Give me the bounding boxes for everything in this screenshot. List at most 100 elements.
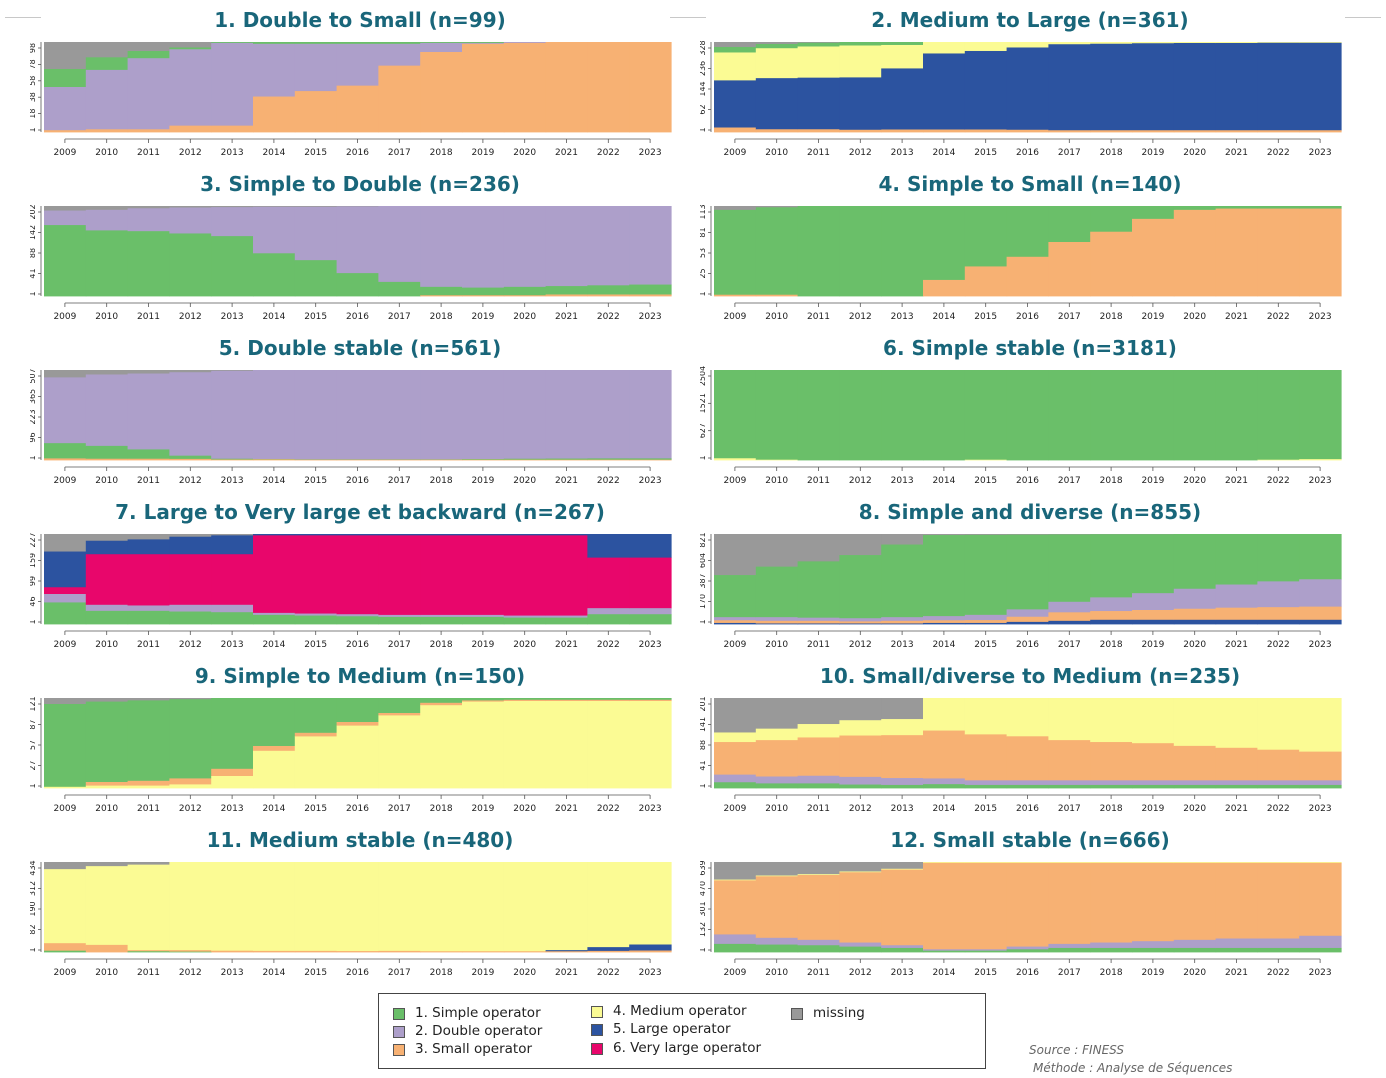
segment-small-2015 bbox=[294, 732, 338, 737]
segment-simple-2020 bbox=[503, 698, 547, 701]
x-tick-label: 2014 bbox=[262, 804, 285, 814]
chart-panel-simple-and-diverse: 8. Simple and diverse (n=855) 2009 2010 201… bbox=[700, 500, 1360, 660]
segment-missing-2009 bbox=[714, 534, 757, 576]
x-tick-label: 2017 bbox=[388, 804, 411, 814]
y-tick-label: 312 bbox=[30, 881, 37, 896]
segment-small-2018 bbox=[1090, 611, 1133, 621]
segment-small-2016 bbox=[1006, 256, 1049, 297]
segment-double-2019 bbox=[1132, 941, 1175, 949]
segment-double-2015 bbox=[964, 614, 1008, 621]
segment-simple-2016 bbox=[1006, 949, 1049, 953]
x-tick-label: 2010 bbox=[95, 804, 118, 814]
segment-small-2020 bbox=[1173, 862, 1217, 941]
x-tick-label: 2009 bbox=[723, 968, 746, 978]
chart-title: 1. Double to Small (n=99) bbox=[214, 8, 506, 32]
y-tick-label: 202 bbox=[30, 204, 37, 219]
segment-double-2011 bbox=[127, 373, 170, 450]
segment-small-2018 bbox=[420, 951, 463, 953]
sequence-plot: 2009 2010 2011 2012 2013 2014 2015 2016 2017 2018… bbox=[700, 40, 1342, 158]
x-tick-label: 2020 bbox=[513, 804, 536, 814]
segment-simple-2023 bbox=[1299, 206, 1342, 209]
segment-missing-2010 bbox=[85, 206, 129, 211]
x-tick-label: 2015 bbox=[974, 640, 997, 650]
segment-simple-2009 bbox=[714, 370, 757, 459]
segment-missing-2010 bbox=[755, 698, 799, 730]
x-tick-label: 2011 bbox=[137, 968, 160, 978]
segment-medium-2016 bbox=[336, 725, 379, 789]
segment-simple-2014 bbox=[923, 950, 966, 953]
segment-small-2009 bbox=[714, 742, 757, 775]
segment-medium-2018 bbox=[1090, 862, 1133, 864]
segment-simple-2015 bbox=[964, 370, 1008, 461]
x-tick-label: 2014 bbox=[932, 804, 955, 814]
segment-medium-2013 bbox=[211, 776, 254, 789]
segment-large-2023 bbox=[629, 944, 672, 951]
x-tick-label: 2010 bbox=[765, 476, 788, 486]
segment-simple-2017 bbox=[378, 698, 421, 714]
segment-very_large-2010 bbox=[85, 554, 129, 606]
segment-very_large-2022 bbox=[587, 557, 630, 609]
segment-medium-2016 bbox=[1006, 42, 1049, 48]
segment-double-2016 bbox=[1006, 780, 1049, 786]
x-tick-label: 2015 bbox=[304, 804, 327, 814]
x-tick-label: 2009 bbox=[53, 804, 76, 814]
x-tick-label: 2022 bbox=[1267, 476, 1290, 486]
segment-medium-2013 bbox=[881, 719, 924, 736]
legend-label: 4. Medium operator bbox=[613, 1003, 747, 1019]
segment-large-2018 bbox=[1090, 619, 1133, 625]
x-tick-label: 2014 bbox=[262, 476, 285, 486]
x-tick-label: 2019 bbox=[1141, 968, 1164, 978]
segment-missing-2014 bbox=[253, 206, 296, 208]
segment-double-2015 bbox=[964, 949, 1008, 952]
x-tick-label: 2016 bbox=[1016, 640, 1039, 650]
segment-simple-2018 bbox=[1090, 206, 1133, 233]
segment-medium-2011 bbox=[127, 785, 170, 789]
segment-simple-2017 bbox=[1048, 784, 1091, 789]
segment-small-2020 bbox=[503, 699, 547, 702]
segment-simple-2021 bbox=[1215, 947, 1258, 953]
legend-label: 6. Very large operator bbox=[613, 1040, 762, 1056]
segment-missing-2012 bbox=[169, 42, 212, 48]
segment-double-2010 bbox=[85, 209, 129, 231]
segment-simple-2023 bbox=[1299, 534, 1342, 580]
segment-simple-2011 bbox=[797, 370, 840, 461]
x-tick-label: 2014 bbox=[932, 312, 955, 322]
y-tick-label: 387 bbox=[700, 573, 707, 588]
x-tick-label: 2021 bbox=[555, 312, 578, 322]
segment-simple-2012 bbox=[169, 233, 212, 297]
segment-simple-2021 bbox=[1215, 784, 1258, 789]
y-tick-label: 1 bbox=[700, 291, 707, 296]
x-tick-label: 2020 bbox=[1183, 968, 1206, 978]
segment-double-2010 bbox=[755, 937, 799, 945]
segment-small-2016 bbox=[336, 951, 379, 953]
sequence-plot: 2009 2010 2011 2012 2013 2014 2015 2016 2017 2018… bbox=[30, 860, 672, 978]
y-tick-label: 78 bbox=[30, 59, 37, 69]
segment-medium-2021 bbox=[545, 701, 588, 789]
y-tick-label: 58 bbox=[30, 76, 37, 86]
segment-simple-2023 bbox=[1299, 947, 1342, 953]
segment-small-2019 bbox=[1132, 130, 1175, 133]
segment-large-2011 bbox=[797, 77, 840, 130]
legend-label: missing bbox=[813, 1005, 865, 1021]
x-tick-label: 2015 bbox=[304, 968, 327, 978]
segment-double-2016 bbox=[336, 206, 379, 274]
x-tick-label: 2010 bbox=[765, 640, 788, 650]
segment-small-2022 bbox=[1257, 862, 1300, 939]
segment-small-2015 bbox=[964, 620, 1008, 624]
segment-simple-2013 bbox=[211, 42, 254, 44]
segment-double-2022 bbox=[1257, 581, 1300, 608]
segment-simple-2019 bbox=[1132, 784, 1175, 789]
segment-simple-2019 bbox=[462, 42, 505, 44]
segment-large-2014 bbox=[923, 622, 966, 625]
y-tick-label: 236 bbox=[700, 61, 707, 76]
x-tick-label: 2009 bbox=[53, 148, 76, 158]
segment-small-2009 bbox=[714, 127, 757, 133]
segment-double-2013 bbox=[881, 617, 924, 622]
segment-simple-2016 bbox=[336, 698, 379, 723]
segment-medium-2013 bbox=[881, 868, 924, 870]
segment-double-2019 bbox=[1132, 780, 1175, 786]
segment-medium-2018 bbox=[1090, 698, 1133, 743]
segment-simple-2014 bbox=[923, 535, 966, 617]
segment-double-2023 bbox=[629, 206, 672, 285]
segment-small-2018 bbox=[420, 52, 463, 133]
